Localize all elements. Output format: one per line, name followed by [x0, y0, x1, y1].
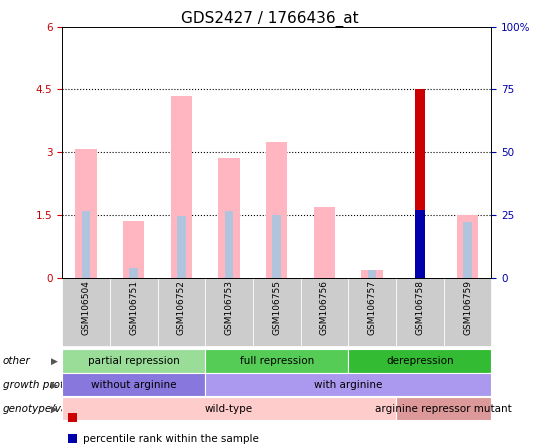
Text: growth protocol: growth protocol: [3, 380, 85, 390]
Bar: [266, 142, 287, 278]
Bar: [463, 222, 472, 278]
Text: partial repression: partial repression: [88, 356, 179, 366]
Bar: [218, 158, 240, 278]
Bar: [75, 149, 97, 278]
Bar: [225, 211, 233, 278]
Text: ▶: ▶: [51, 357, 57, 365]
Bar: [361, 270, 383, 278]
Bar: [314, 207, 335, 278]
Text: percentile rank within the sample: percentile rank within the sample: [83, 434, 259, 444]
Text: with arginine: with arginine: [314, 380, 382, 390]
Text: derepression: derepression: [386, 356, 454, 366]
Text: full repression: full repression: [240, 356, 314, 366]
Text: genotype/variation: genotype/variation: [3, 404, 102, 414]
Bar: [130, 268, 138, 278]
Bar: [123, 221, 144, 278]
Text: GDS2427 / 1766436_at: GDS2427 / 1766436_at: [181, 11, 359, 27]
Bar: [171, 95, 192, 278]
Bar: [82, 210, 90, 278]
Bar: [415, 89, 425, 278]
Bar: [177, 216, 186, 278]
Bar: [457, 215, 478, 278]
Text: without arginine: without arginine: [91, 380, 177, 390]
Text: arginine repressor mutant: arginine repressor mutant: [375, 404, 512, 414]
Bar: [273, 215, 281, 278]
Text: ▶: ▶: [51, 404, 57, 413]
Bar: [415, 210, 425, 278]
Text: wild-type: wild-type: [205, 404, 253, 414]
Bar: [368, 270, 376, 278]
Text: other: other: [3, 356, 30, 366]
Text: count: count: [83, 412, 112, 422]
Text: ▶: ▶: [51, 381, 57, 389]
